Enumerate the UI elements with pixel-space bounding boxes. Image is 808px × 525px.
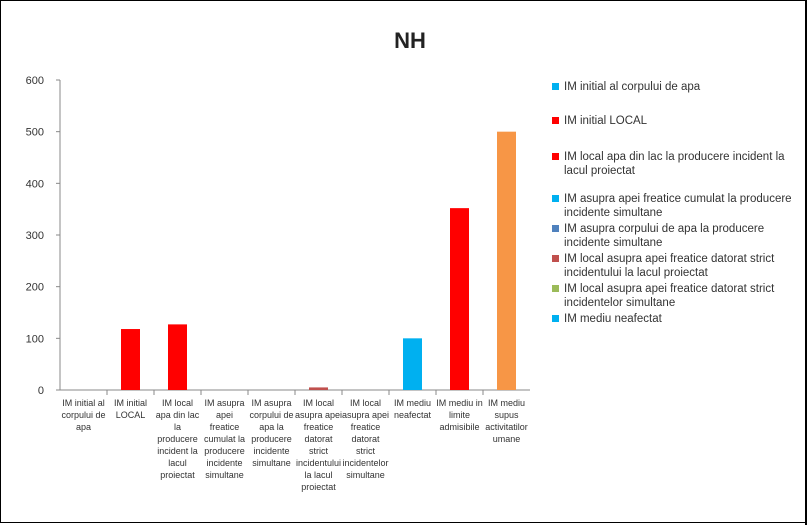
x-tick-label: IM initial LOCAL <box>114 398 147 420</box>
legend-swatch <box>552 315 559 322</box>
x-tick-label: IM initial al corpului de apa <box>61 398 105 432</box>
x-tick-label: IM asupra corpului de apa la producere incid… <box>249 398 293 468</box>
legend-item: IM local asupra apei freatice datorat st… <box>552 252 802 280</box>
y-tick-label: 0 <box>38 385 44 397</box>
legend-swatch <box>552 117 559 124</box>
legend-item: IM local asupra apei freatice datorat st… <box>552 282 802 310</box>
bar <box>121 329 140 390</box>
legend-swatch <box>552 255 559 262</box>
legend-item: IM asupra apei freatice cumulat la produ… <box>552 192 802 220</box>
y-tick-label: 400 <box>26 178 44 190</box>
legend-item: IM local apa din lac la producere incide… <box>552 150 802 178</box>
x-tick-label: IM asupra apei freatice cumulat la producere… <box>204 398 245 480</box>
y-tick-label: 300 <box>26 230 44 242</box>
legend-swatch <box>552 285 559 292</box>
y-tick-label: 600 <box>26 75 44 87</box>
x-tick-label: IM mediu neafectat <box>394 398 432 420</box>
legend-swatch <box>552 195 559 202</box>
bar <box>497 131 516 390</box>
legend-label: IM asupra corpului de apa la producere i… <box>564 223 765 249</box>
legend-label: IM initial LOCAL <box>564 115 648 127</box>
legend-item: IM initial al corpului de apa <box>552 80 802 94</box>
legend-label: IM mediu neafectat <box>564 313 662 325</box>
y-tick-label: 500 <box>26 127 44 139</box>
legend-label: IM local apa din lac la producere incide… <box>564 151 785 177</box>
legend-label: IM initial al corpului de apa <box>564 81 701 93</box>
legend-swatch <box>552 153 559 160</box>
legend-item: IM asupra corpului de apa la producere i… <box>552 222 802 250</box>
legend-label: IM local asupra apei freatice datorat st… <box>564 283 775 309</box>
x-axis-ticks: IM initial al corpului de apa IM initial LOC… <box>61 390 528 492</box>
bar <box>450 208 469 390</box>
bar <box>168 324 187 390</box>
x-tick-label: IM local asupra apei freatice datorat strict… <box>342 398 389 480</box>
legend-item: IM mediu neafectat <box>552 312 802 326</box>
legend-label: IM asupra apei freatice cumulat la produ… <box>564 193 792 219</box>
x-tick-label: IM mediu supus activitatilor umane <box>485 398 528 444</box>
chart-title: NH <box>394 28 426 53</box>
y-tick-label: 100 <box>26 333 44 345</box>
legend: IM initial al corpului de apa IM initial … <box>552 80 802 326</box>
bar <box>403 338 422 390</box>
y-tick-label: 200 <box>26 282 44 294</box>
bar <box>309 387 328 390</box>
legend-swatch <box>552 225 559 232</box>
legend-swatch <box>552 83 559 90</box>
y-axis-ticks: 0 100 200 300 400 500 600 <box>26 75 60 397</box>
legend-item: IM initial LOCAL <box>552 114 802 128</box>
chart-frame-edge <box>805 0 807 525</box>
x-tick-label: IM mediu in limite admisibile <box>436 398 483 432</box>
legend-label: IM local asupra apei freatice datorat st… <box>564 253 775 279</box>
x-tick-label: IM local asupra apei freatice datorat strict… <box>295 398 342 492</box>
x-tick-label: IM local apa din lac la producere incident l… <box>156 398 200 480</box>
bars <box>121 131 516 390</box>
